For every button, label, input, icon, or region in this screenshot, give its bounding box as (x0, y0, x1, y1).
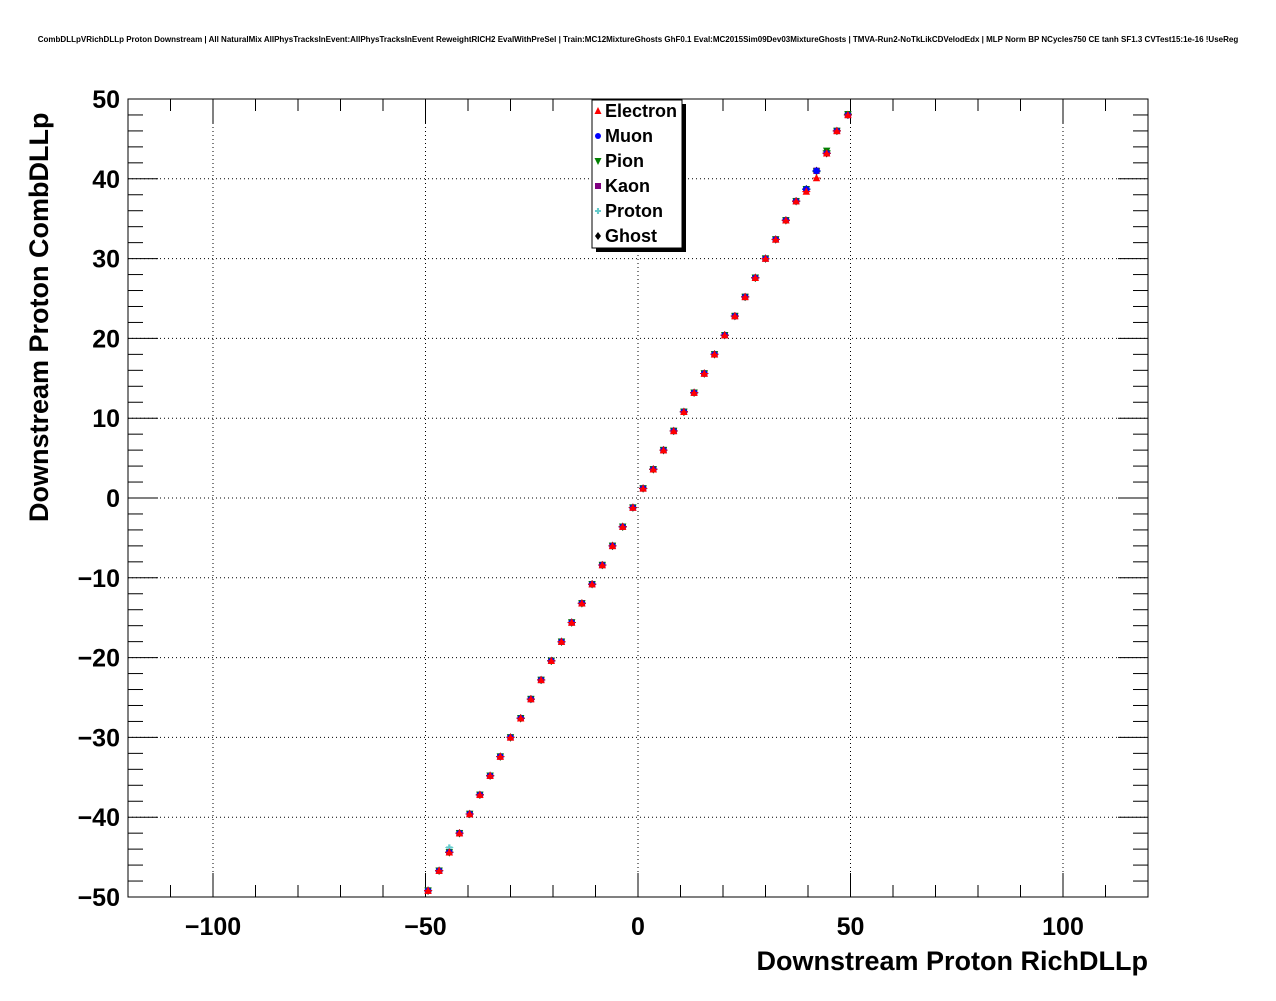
legend: Electron Muon Pion Kaon Proton Ghost (591, 99, 686, 252)
y-tick-label: 40 (92, 166, 120, 194)
y-tick-label: −40 (78, 804, 120, 832)
data-point-electron (435, 866, 443, 874)
legend-label-muon: Muon (605, 126, 653, 146)
legend-box (591, 99, 683, 249)
legend-marker-muon (595, 133, 601, 139)
x-axis-label: Downstream Proton RichDLLp (756, 946, 1148, 976)
data-point-electron (527, 694, 535, 703)
data-point-electron (710, 350, 719, 358)
data-point-electron (517, 714, 525, 722)
x-tick-label: 50 (837, 913, 865, 941)
x-tick-label: 100 (1042, 913, 1084, 941)
y-tick-label: 20 (92, 325, 120, 353)
data-point-electron (659, 445, 668, 454)
data-point-electron (761, 254, 770, 262)
y-tick-label: 0 (106, 485, 120, 513)
data-point-electron (844, 110, 852, 119)
data-point-electron (578, 599, 586, 607)
data-point-electron (598, 560, 606, 569)
data-point-electron (588, 579, 596, 588)
data-point-electron (619, 522, 627, 530)
legend-items: Electron Muon Pion Kaon Proton Ghost (594, 101, 677, 246)
data-point-electron (782, 216, 790, 224)
data-point-electron (557, 637, 566, 645)
data-point-electron (537, 675, 545, 684)
data-point-electron (649, 465, 657, 473)
y-tick-label: 50 (92, 86, 120, 114)
data-point-electron (823, 149, 831, 157)
y-tick-label: −30 (78, 724, 120, 752)
legend-label-ghost: Ghost (605, 226, 657, 246)
data-point-electron (751, 273, 759, 281)
data-point-proton (446, 844, 453, 851)
data-point-electron (639, 484, 647, 492)
legend-marker-kaon (595, 183, 601, 189)
legend-marker-pion (594, 158, 602, 165)
data-point-electron (476, 790, 484, 799)
data-point-electron (496, 752, 504, 760)
data-point-muon (813, 167, 820, 175)
legend-label-electron: Electron (605, 101, 677, 121)
legend-marker-ghost (595, 232, 601, 240)
data-point-electron (741, 292, 749, 301)
data-point-electron (731, 311, 739, 320)
data-point-electron (629, 503, 637, 511)
legend-label-proton: Proton (605, 201, 663, 221)
data-point-electron (680, 407, 688, 416)
data-point-electron (700, 369, 708, 377)
series-electron (424, 110, 852, 894)
y-axis-label: Downstream Proton CombDLLp (24, 113, 54, 523)
data-point-electron (812, 173, 821, 182)
data-point-electron (455, 828, 464, 837)
data-point-electron (506, 733, 515, 741)
data-point-electron (690, 388, 698, 396)
legend-marker-electron (594, 107, 602, 114)
data-point-electron (424, 886, 432, 894)
data-point-electron (445, 848, 453, 856)
y-tick-label: 30 (92, 246, 120, 274)
legend-label-kaon: Kaon (605, 176, 650, 196)
y-tick-label: 10 (92, 405, 120, 433)
y-tick-label: −50 (78, 884, 120, 912)
legend-marker-proton (595, 208, 601, 214)
x-tick-label: −100 (185, 913, 241, 941)
y-tick-label: −20 (78, 645, 120, 673)
data-point-electron (833, 126, 841, 135)
data-point-electron (792, 196, 800, 205)
data-point-electron (802, 187, 810, 195)
data-point-electron (772, 235, 780, 243)
legend-label-pion: Pion (605, 151, 644, 171)
data-point-electron (608, 541, 617, 550)
data-point-electron (486, 771, 494, 779)
data-point-electron (568, 618, 576, 626)
chart-title: CombDLLpVRichDLLp Proton Downstream | Al… (38, 35, 1239, 44)
data-point-electron (721, 331, 729, 339)
data-point-electron (547, 656, 555, 664)
y-tick-label: −10 (78, 565, 120, 593)
data-point-electron (670, 426, 678, 435)
data-points (424, 110, 852, 895)
x-tick-label: −50 (404, 913, 446, 941)
x-tick-label: 0 (631, 913, 645, 941)
data-point-electron (466, 809, 474, 818)
